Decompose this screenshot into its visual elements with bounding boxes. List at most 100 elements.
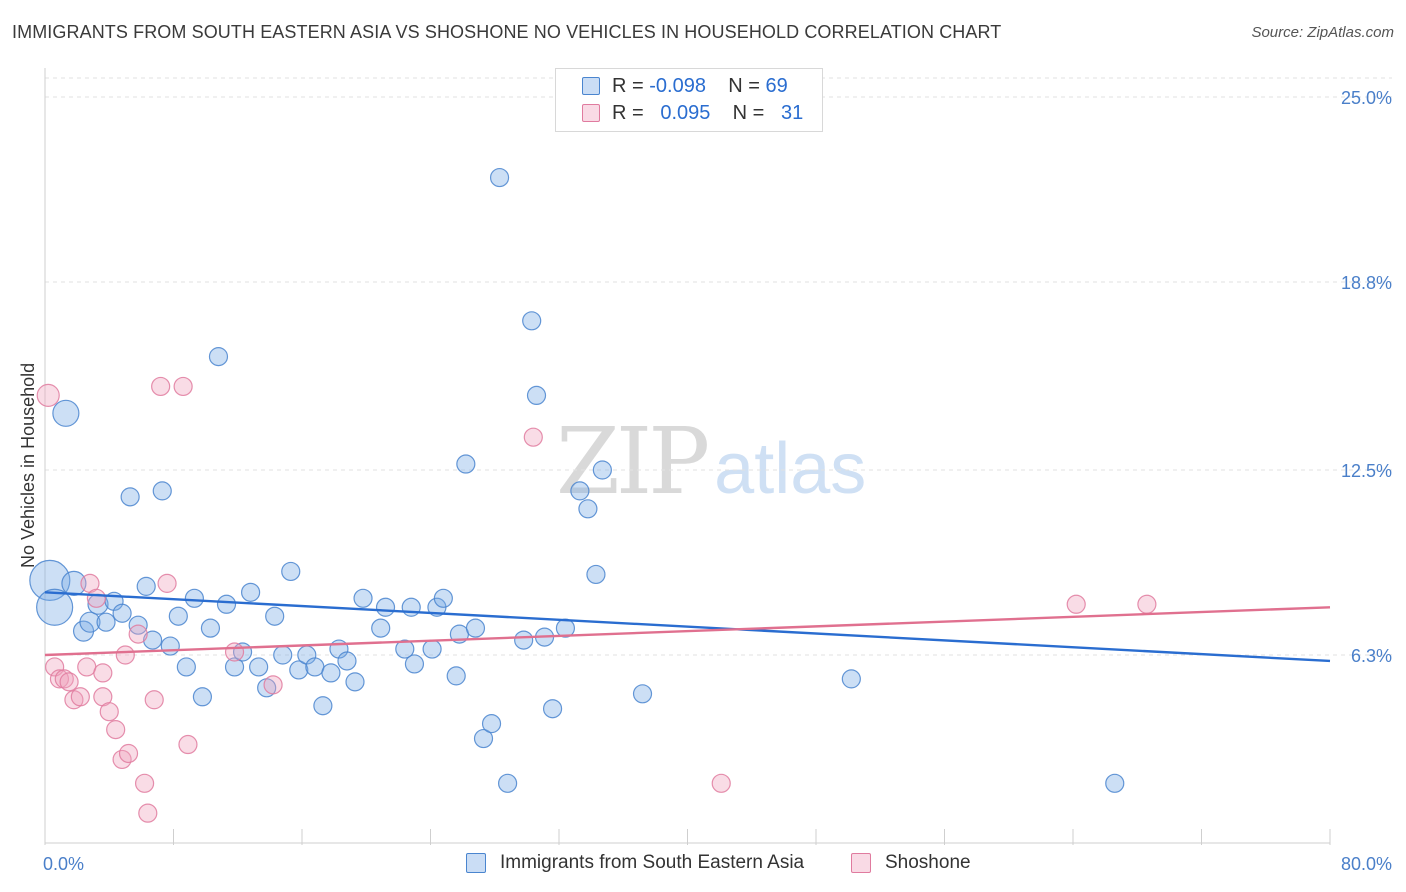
immigrants-point (570, 481, 590, 501)
immigrants-point (61, 570, 87, 596)
immigrants-point (120, 487, 140, 507)
shoshone-point (118, 743, 139, 764)
shoshone-point (70, 687, 90, 707)
trend-line-shoshone (44, 606, 1331, 657)
legend-r-label: R = (612, 102, 650, 124)
y-tick-label: 18.8% (1341, 273, 1392, 293)
shoshone-point (523, 427, 543, 447)
immigrants-point (176, 657, 196, 677)
immigrants-point (841, 669, 861, 689)
immigrants-point (273, 645, 293, 665)
immigrants-point (632, 684, 653, 704)
immigrants-point (112, 603, 132, 623)
immigrants-point (305, 657, 325, 677)
immigrants-point (1105, 773, 1125, 793)
immigrants-point (152, 481, 172, 501)
immigrants-point (200, 618, 221, 638)
shoshone-point (144, 690, 164, 710)
source-label: Source: ZipAtlas.com (1251, 24, 1394, 41)
shoshone-point (134, 773, 155, 793)
immigrants-point (224, 657, 245, 677)
immigrants-point (592, 460, 612, 480)
shoshone-point (1137, 594, 1157, 614)
immigrants-point (498, 773, 518, 793)
shoshone-point (173, 376, 193, 397)
immigrants-point (522, 311, 542, 331)
shoshone-point (86, 588, 107, 608)
immigrants-point (371, 618, 391, 638)
shoshone-point (115, 645, 135, 665)
immigrants-point (337, 651, 357, 671)
immigrants-point (401, 597, 421, 617)
immigrants-point (143, 630, 163, 650)
immigrants-point (52, 399, 80, 427)
shoshone-point (1066, 594, 1086, 614)
y-tick-label: 12.5% (1341, 461, 1392, 481)
grid-lines (45, 77, 1392, 656)
y-tick-label: 25.0% (1341, 88, 1392, 108)
correlation-legend: R = -0.098 N = 69 R = 0.095 N = 31 (555, 68, 823, 132)
legend-n-label: N = (728, 75, 766, 97)
immigrants-point (96, 612, 116, 632)
immigrants-point (586, 564, 606, 585)
immigrants-point (395, 639, 415, 659)
trend-line-immigrants (44, 591, 1331, 663)
immigrants-point (208, 347, 229, 367)
axes (44, 68, 1331, 845)
shoshone-point (711, 773, 731, 793)
shoshone-point (128, 624, 148, 644)
immigrants-point (184, 588, 204, 608)
immigrants-point (345, 672, 365, 692)
immigrants-point (265, 606, 285, 626)
immigrants-point (526, 385, 547, 405)
x-tick-label: 0.0% (43, 854, 84, 874)
immigrants-point (375, 597, 396, 617)
legend-n-value: 69 (765, 75, 788, 97)
immigrants-point (241, 582, 261, 602)
immigrants-point (456, 454, 476, 474)
shoshone-point (151, 376, 171, 397)
immigrants-point (542, 699, 563, 719)
y-tick-label: 6.3% (1351, 646, 1392, 666)
immigrants-point (281, 561, 301, 582)
immigrants-point (422, 639, 442, 659)
legend-r-value: -0.098 (649, 75, 706, 97)
shoshone-point (77, 657, 97, 677)
legend-swatch-immigrants (466, 853, 486, 873)
immigrants-point (481, 714, 502, 734)
shoshone-point (36, 383, 60, 407)
immigrants-point (353, 588, 373, 608)
immigrants-point (321, 663, 341, 683)
legend-swatch-shoshone (851, 853, 871, 873)
immigrants-point (313, 696, 333, 716)
immigrants-point (136, 576, 156, 596)
chart-title: IMMIGRANTS FROM SOUTH EASTERN ASIA VS SH… (12, 22, 1002, 42)
shoshone-point (106, 720, 126, 740)
shoshone-point (157, 573, 177, 593)
legend-r-label: R = (612, 75, 650, 97)
immigrants-point (216, 594, 237, 614)
legend-r-value: 0.095 (660, 102, 711, 124)
immigrants-point (446, 666, 466, 686)
shoshone-point (93, 663, 113, 683)
trend-lines (44, 591, 1331, 663)
immigrants-point (514, 630, 534, 650)
immigrants-point (465, 618, 486, 638)
shoshone-point (138, 803, 158, 823)
immigrants-point (160, 636, 180, 656)
shoshone-point (224, 642, 245, 662)
x-tick-label: 80.0% (1341, 854, 1392, 874)
shoshone-point (99, 702, 119, 722)
immigrants-point (578, 499, 598, 519)
immigrants-point (168, 606, 188, 626)
tick-labels: 6.3% 12.5% 18.8% 25.0% 0.0% 80.0% (43, 88, 1392, 874)
immigrants-point (404, 654, 425, 674)
immigrants-point (289, 660, 309, 680)
immigrants-point (36, 588, 74, 626)
legend-swatch-shoshone (582, 104, 600, 122)
legend-label-immigrants: Immigrants from South Eastern Asia (500, 852, 805, 873)
legend-label-shoshone: Shoshone (885, 852, 971, 873)
shoshone-point (263, 675, 283, 695)
immigrants-point (192, 687, 213, 707)
